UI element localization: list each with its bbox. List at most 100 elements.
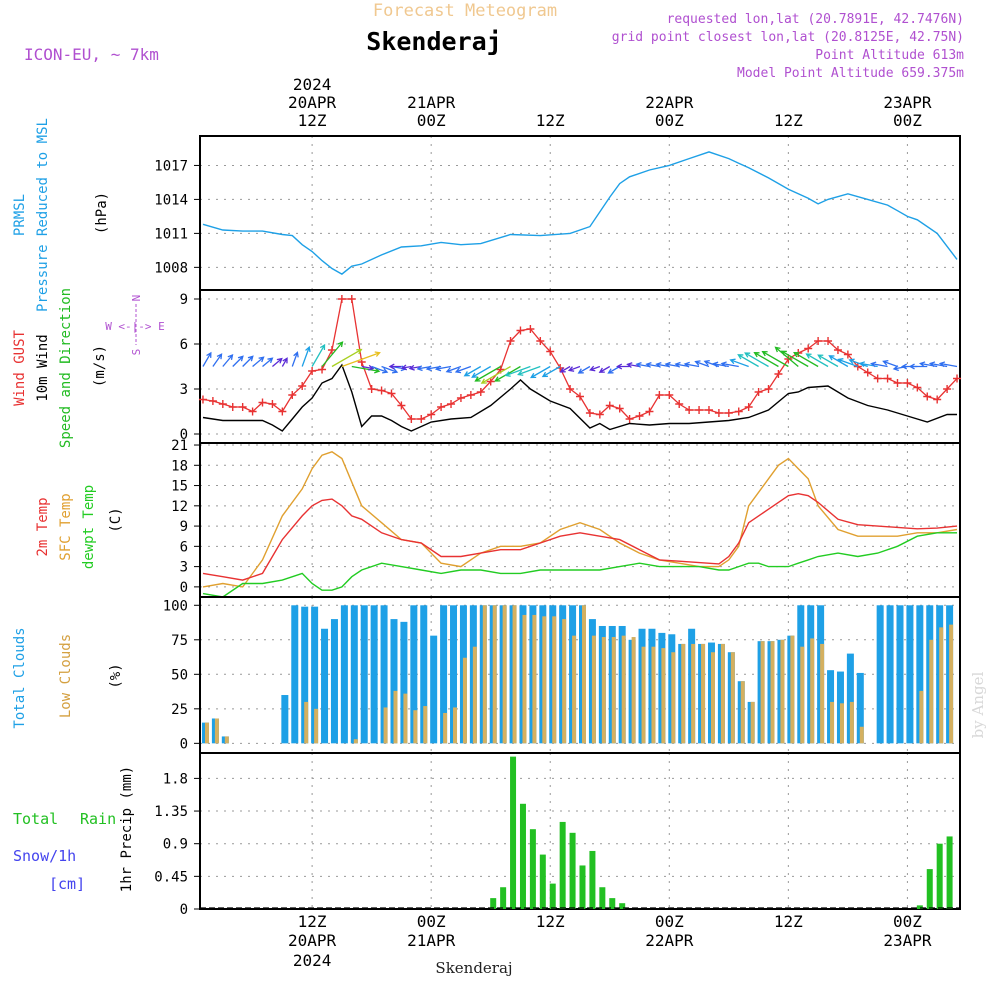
wind-arrow: [683, 361, 700, 368]
top-date-label: 21APR: [407, 93, 456, 112]
total-cloud-bar: [311, 606, 319, 744]
rain-bar: [549, 883, 556, 909]
low-cloud-bar: [720, 643, 725, 744]
gust-marker: [913, 383, 922, 392]
wind-arrow: [607, 365, 621, 374]
rain-bar: [926, 869, 933, 909]
y-tick-label: 6: [180, 337, 188, 353]
y-tick-label: 0: [180, 427, 188, 443]
low-cloud-bar: [353, 739, 358, 744]
rain-bar: [599, 887, 606, 909]
y-tick-label: 75: [171, 633, 188, 649]
low-cloud-bar: [691, 643, 696, 744]
rain-bar: [946, 836, 953, 909]
wind-arrow: [908, 363, 928, 370]
low-cloud-bar: [631, 637, 636, 744]
low-cloud-bar: [780, 639, 785, 744]
prmsl-line: [202, 151, 958, 275]
gust-marker: [704, 406, 713, 414]
low-cloud-bar: [810, 638, 815, 744]
top-hour-label: 00Z: [417, 111, 446, 130]
wind-arrow: [212, 353, 223, 367]
low-cloud-bar: [552, 616, 557, 744]
wind-arrow: [400, 364, 412, 371]
gust-marker: [923, 392, 932, 401]
wind-arrow: [530, 365, 551, 379]
wind-arrow: [598, 365, 611, 373]
gust-marker: [566, 385, 575, 393]
total-cloud-bar: [330, 619, 338, 744]
gust-marker: [526, 325, 535, 333]
low-cloud-bar: [859, 726, 864, 744]
gust-marker: [833, 346, 842, 354]
point-altitude: Point Altitude 613m: [815, 48, 964, 63]
gust-marker: [546, 347, 555, 356]
low-cloud-bar: [423, 706, 428, 744]
wind-arrow: [434, 365, 452, 372]
wind-arrow: [242, 355, 254, 367]
gust-marker: [655, 391, 664, 399]
total-cloud-bar: [281, 695, 289, 744]
rain-bar: [916, 905, 923, 909]
compass-we: W <-|-> E: [105, 320, 165, 333]
low-cloud-bar: [611, 637, 616, 744]
wind-arrow: [774, 346, 799, 367]
model-label: ICON-EU, ~ 7km: [24, 45, 159, 64]
gust-marker: [953, 374, 962, 383]
low-cloud-bar: [849, 701, 854, 744]
gust-marker: [228, 403, 237, 411]
wind-arrow: [351, 365, 381, 374]
snow-label: Snow/1h: [13, 847, 76, 865]
wind-dir-label: Speed and Direction: [58, 288, 74, 448]
low-cloud-bar: [601, 637, 606, 744]
y-tick-label: 9: [180, 519, 188, 535]
precip-panel: 0 0.45 0.9 1.35 1.8: [154, 752, 961, 918]
rain-bar: [519, 803, 526, 909]
low-cloud-bar: [591, 635, 596, 744]
rain-bar: [510, 756, 517, 909]
y-tick-label: 1011: [154, 226, 188, 242]
gust-marker: [576, 392, 584, 401]
low-cloud-bar: [641, 646, 646, 744]
wind-unit: (m/s): [92, 345, 108, 387]
rain-bar: [500, 887, 507, 909]
gust-marker: [268, 400, 277, 408]
gust-marker: [675, 400, 684, 408]
wind-arrow: [837, 358, 859, 368]
gust-marker: [635, 412, 644, 420]
gust-marker: [347, 295, 356, 303]
total-cloud-bar: [380, 605, 388, 744]
wind-arrow: [202, 351, 212, 367]
low-cloud-bar: [462, 657, 467, 744]
temperature-panel: 0 3 6 9 12 15 18 21: [171, 438, 961, 598]
wind-arrow: [454, 365, 472, 374]
bottom-hour-label: 12Z: [536, 912, 565, 931]
pressure-panel: 1008 1011 1014 1017: [154, 135, 961, 291]
total-cloud-bar: [360, 605, 368, 744]
gust-marker: [714, 409, 723, 417]
y-tick-label: 21: [171, 438, 188, 454]
gust-marker: [476, 388, 485, 396]
rain-bar: [936, 843, 943, 909]
top-hour-label: 00Z: [893, 111, 922, 130]
wind10m-label: 10m Wind: [35, 334, 51, 401]
total-cloud-bar: [896, 605, 904, 744]
gust-marker: [585, 409, 594, 417]
gust-marker: [427, 410, 436, 419]
sfc-label: SFC Temp: [58, 493, 74, 560]
wind-arrow: [252, 356, 265, 367]
total-cloud-bar: [906, 605, 914, 744]
gust-marker: [456, 394, 465, 402]
low-cloud-bar: [482, 605, 487, 744]
gust-marker: [645, 407, 654, 416]
bottom-date-label: 23APR: [883, 931, 932, 950]
gust-marker: [943, 385, 952, 393]
rain-bar: [559, 821, 566, 909]
wind-arrow: [848, 358, 868, 368]
prmsl-label: PRMSL: [12, 194, 28, 236]
wind-arrow: [744, 352, 769, 368]
gust-marker: [625, 415, 634, 423]
total-cloud-bar: [400, 621, 408, 744]
gust-marker: [218, 400, 227, 408]
gust-marker: [397, 401, 406, 410]
